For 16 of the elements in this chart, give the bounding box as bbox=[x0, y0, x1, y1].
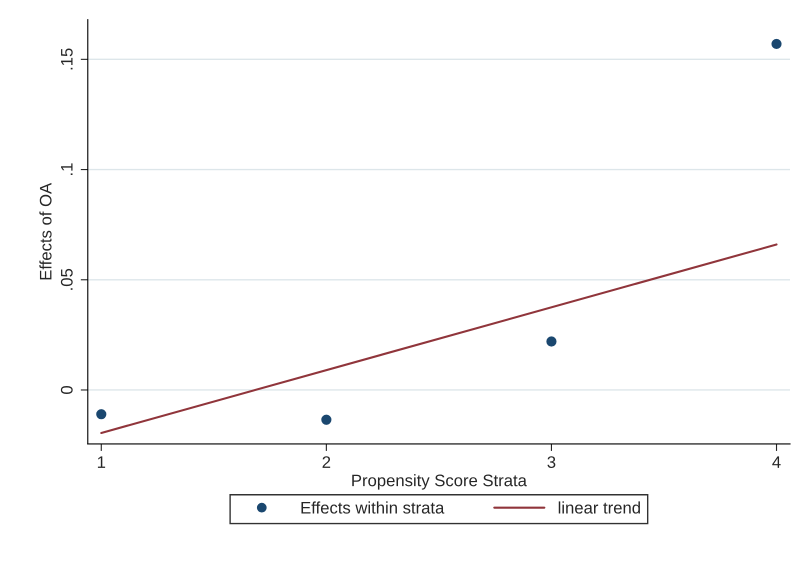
y-tick-label: .15 bbox=[61, 48, 73, 70]
point bbox=[96, 409, 106, 420]
y-axis-title: Effects of OA bbox=[39, 182, 52, 280]
y-tick-label: .1 bbox=[61, 163, 73, 175]
point bbox=[771, 38, 782, 50]
point bbox=[546, 336, 557, 347]
legend-label: linear trend bbox=[558, 501, 640, 514]
x-axis-title: Propensity Score Strata bbox=[352, 474, 527, 490]
x-tick-label: 2 bbox=[322, 456, 330, 468]
y-tick-label: 0 bbox=[60, 386, 73, 394]
point bbox=[321, 414, 332, 425]
legend-label: Effects within strata bbox=[301, 501, 444, 514]
x-tick-label: 1 bbox=[98, 456, 106, 468]
y-tick-label: .05 bbox=[60, 268, 73, 290]
x-tick-label: 4 bbox=[772, 456, 781, 468]
x-tick-label: 3 bbox=[547, 456, 556, 468]
